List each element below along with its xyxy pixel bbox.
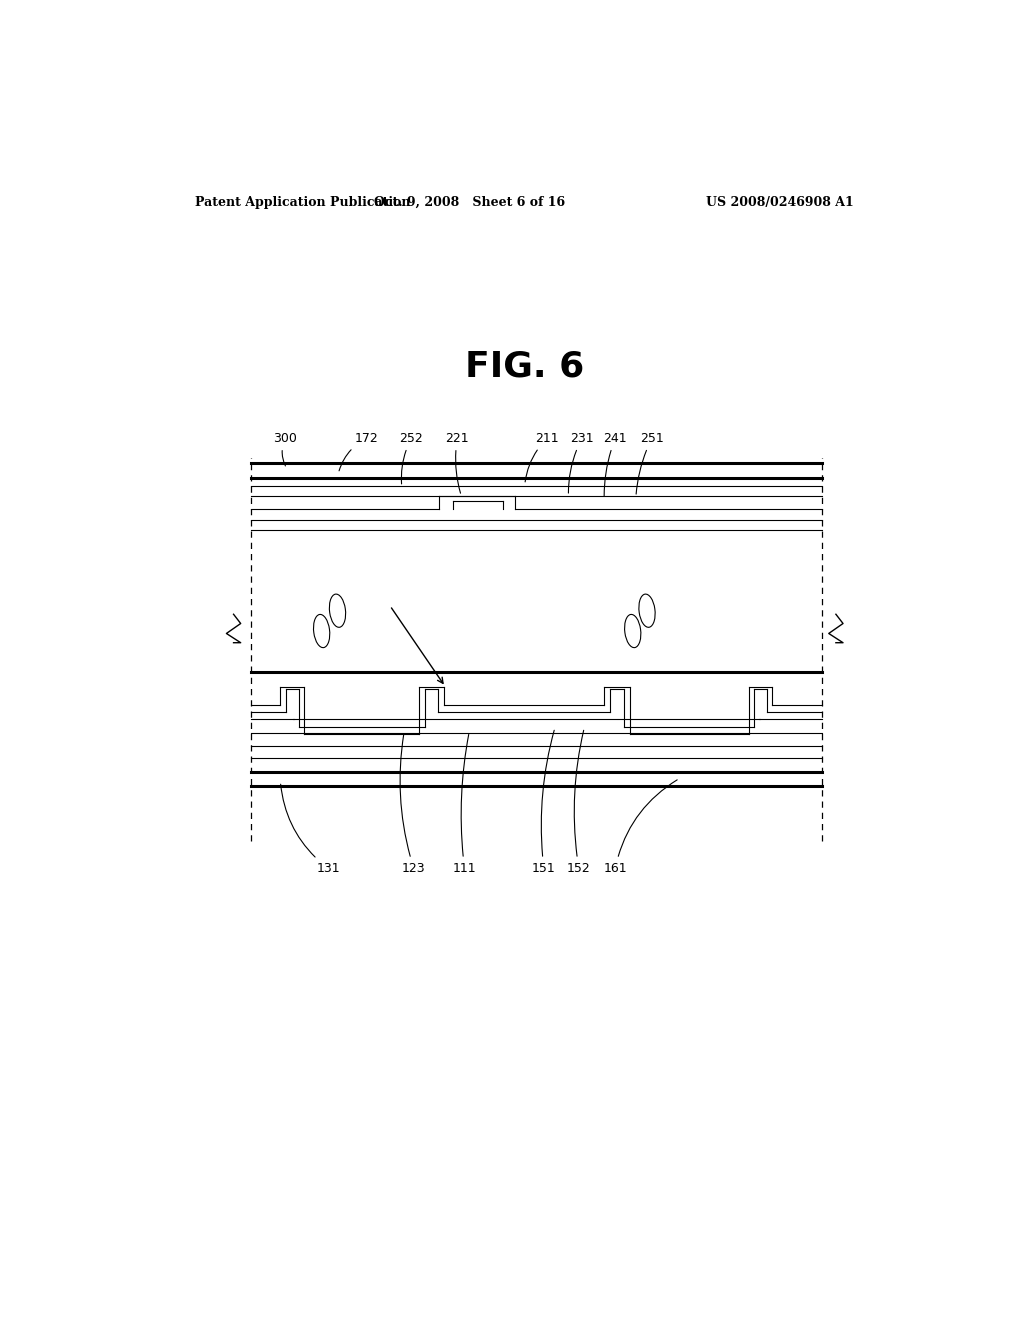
Text: 131: 131	[281, 784, 340, 875]
Text: US 2008/0246908 A1: US 2008/0246908 A1	[707, 195, 854, 209]
Text: Patent Application Publication: Patent Application Publication	[196, 195, 411, 209]
Text: FIG. 6: FIG. 6	[465, 350, 585, 384]
Text: 231: 231	[568, 432, 594, 494]
Text: 221: 221	[445, 432, 469, 494]
Text: 111: 111	[453, 734, 476, 875]
Text: 300: 300	[273, 432, 297, 466]
Text: 252: 252	[399, 432, 423, 484]
Text: Oct. 9, 2008   Sheet 6 of 16: Oct. 9, 2008 Sheet 6 of 16	[374, 195, 565, 209]
Text: 151: 151	[532, 730, 556, 875]
Text: 241: 241	[603, 432, 627, 496]
Text: 211: 211	[525, 432, 559, 482]
Text: 123: 123	[400, 734, 426, 875]
Text: 172: 172	[339, 432, 378, 471]
Text: 152: 152	[567, 730, 591, 875]
Text: 251: 251	[636, 432, 664, 494]
Text: 161: 161	[603, 780, 677, 875]
